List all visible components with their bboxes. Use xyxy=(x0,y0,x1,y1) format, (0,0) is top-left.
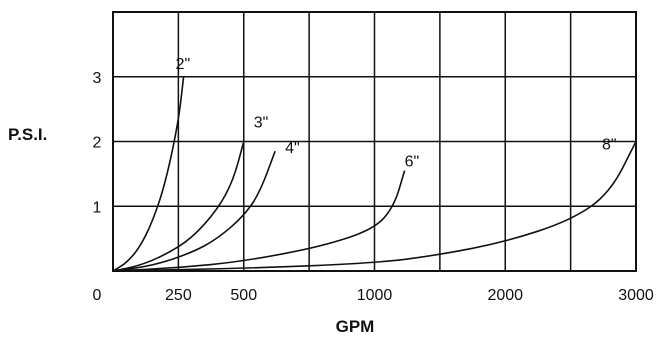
curve-labels: 2" 3" 4" 6" 8" xyxy=(176,56,617,171)
y-tick-label: 1 xyxy=(93,199,102,216)
curve-label: 8" xyxy=(602,137,617,154)
curve-4 xyxy=(112,170,406,272)
curves xyxy=(112,76,637,272)
x-tick-label: 2000 xyxy=(487,287,523,304)
x-axis-title: GPM xyxy=(336,317,375,336)
curve-1 xyxy=(112,76,185,272)
curve-2 xyxy=(112,141,245,272)
x-tick-label: 250 xyxy=(165,287,192,304)
y-tick-label: 3 xyxy=(93,70,102,87)
x-tick-label: 1000 xyxy=(357,287,393,304)
x-tick-label: 0 xyxy=(93,287,102,304)
y-tick-labels: 1 2 3 xyxy=(93,70,102,217)
x-tick-labels: 0 250 500 1000 2000 3000 xyxy=(93,287,654,304)
curve-label: 2" xyxy=(176,56,191,73)
curve-3 xyxy=(112,150,276,272)
curve-label: 3" xyxy=(254,115,269,132)
curve-label: 6" xyxy=(405,154,420,171)
y-tick-label: 2 xyxy=(93,135,102,152)
x-tick-label: 500 xyxy=(230,287,257,304)
curve-5 xyxy=(112,141,637,272)
curve-label: 4" xyxy=(285,140,300,157)
x-tick-label: 3000 xyxy=(618,287,654,304)
y-axis-title: P.S.I. xyxy=(8,125,47,144)
chart-grid xyxy=(113,12,636,271)
